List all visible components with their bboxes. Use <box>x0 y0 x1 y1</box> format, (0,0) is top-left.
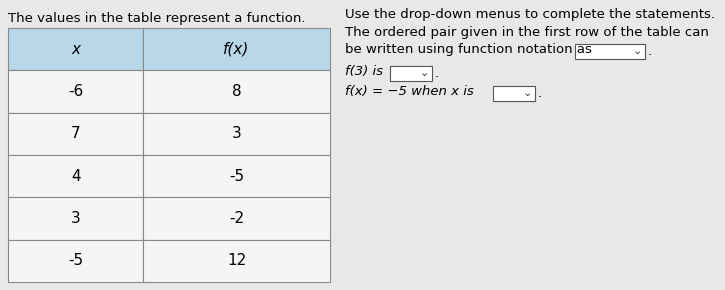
Bar <box>390 66 432 81</box>
Text: 12: 12 <box>227 253 247 268</box>
Text: be written using function notation as: be written using function notation as <box>345 43 592 56</box>
Bar <box>8 70 144 113</box>
Bar <box>8 113 144 155</box>
Text: -5: -5 <box>68 253 83 268</box>
Bar <box>8 240 144 282</box>
Text: .: . <box>538 87 542 100</box>
Text: The ordered pair given in the first row of the table can: The ordered pair given in the first row … <box>345 26 709 39</box>
Bar <box>144 28 330 70</box>
Text: .: . <box>435 67 439 80</box>
Text: Use the drop-down menus to complete the statements.: Use the drop-down menus to complete the … <box>345 8 715 21</box>
Text: The values in the table represent a function.: The values in the table represent a func… <box>8 12 305 25</box>
Text: -6: -6 <box>68 84 83 99</box>
Text: x: x <box>71 42 80 57</box>
Text: ⌄: ⌄ <box>522 88 531 99</box>
Text: 3: 3 <box>232 126 241 141</box>
Text: 8: 8 <box>232 84 241 99</box>
Text: f(x): f(x) <box>223 42 250 57</box>
Text: 3: 3 <box>71 211 80 226</box>
Bar <box>144 113 330 155</box>
Bar <box>8 28 144 70</box>
Bar <box>144 197 330 240</box>
Bar <box>575 44 645 59</box>
Bar <box>8 155 144 197</box>
Bar <box>493 86 535 101</box>
Bar <box>8 197 144 240</box>
Text: 7: 7 <box>71 126 80 141</box>
Text: .: . <box>648 45 652 58</box>
Text: f(x) = −5 when x is: f(x) = −5 when x is <box>345 85 473 98</box>
Text: ⌄: ⌄ <box>419 68 428 79</box>
Bar <box>144 240 330 282</box>
Text: 4: 4 <box>71 169 80 184</box>
Bar <box>144 155 330 197</box>
Text: ⌄: ⌄ <box>632 46 642 57</box>
Text: -2: -2 <box>229 211 244 226</box>
Text: f(3) is: f(3) is <box>345 65 383 78</box>
Bar <box>144 70 330 113</box>
Text: -5: -5 <box>229 169 244 184</box>
